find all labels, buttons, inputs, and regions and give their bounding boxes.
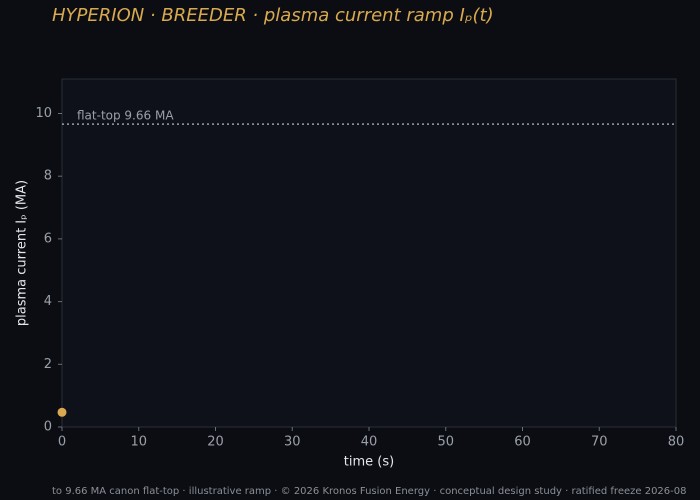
- y-tick-label: 4: [44, 294, 52, 309]
- y-tick-label: 10: [35, 106, 52, 121]
- x-tick-label: 80: [668, 435, 685, 450]
- y-tick-label: 8: [44, 169, 52, 184]
- x-tick-label: 20: [207, 435, 224, 450]
- y-tick-label: 6: [44, 231, 52, 246]
- y-axis-label: plasma current Iₚ (MA): [15, 180, 30, 326]
- x-tick-label: 70: [591, 435, 608, 450]
- y-tick-label: 0: [44, 420, 52, 435]
- x-tick-label: 0: [58, 435, 66, 450]
- plot-area: [61, 78, 677, 428]
- x-tick-label: 50: [437, 435, 454, 450]
- x-tick-label: 10: [130, 435, 147, 450]
- y-tick-label: 2: [44, 357, 52, 372]
- chart-title: HYPERION · BREEDER · plasma current ramp…: [52, 5, 494, 26]
- footer: to 9.66 MA canon flat-top · illustrative…: [52, 486, 687, 497]
- x-tick-label: 30: [284, 435, 301, 450]
- x-tick-label: 60: [514, 435, 531, 450]
- data-point: [57, 407, 67, 417]
- reference-label: flat-top 9.66 MA: [77, 109, 174, 123]
- x-axis-label: time (s): [344, 455, 394, 470]
- x-tick-label: 40: [361, 435, 378, 450]
